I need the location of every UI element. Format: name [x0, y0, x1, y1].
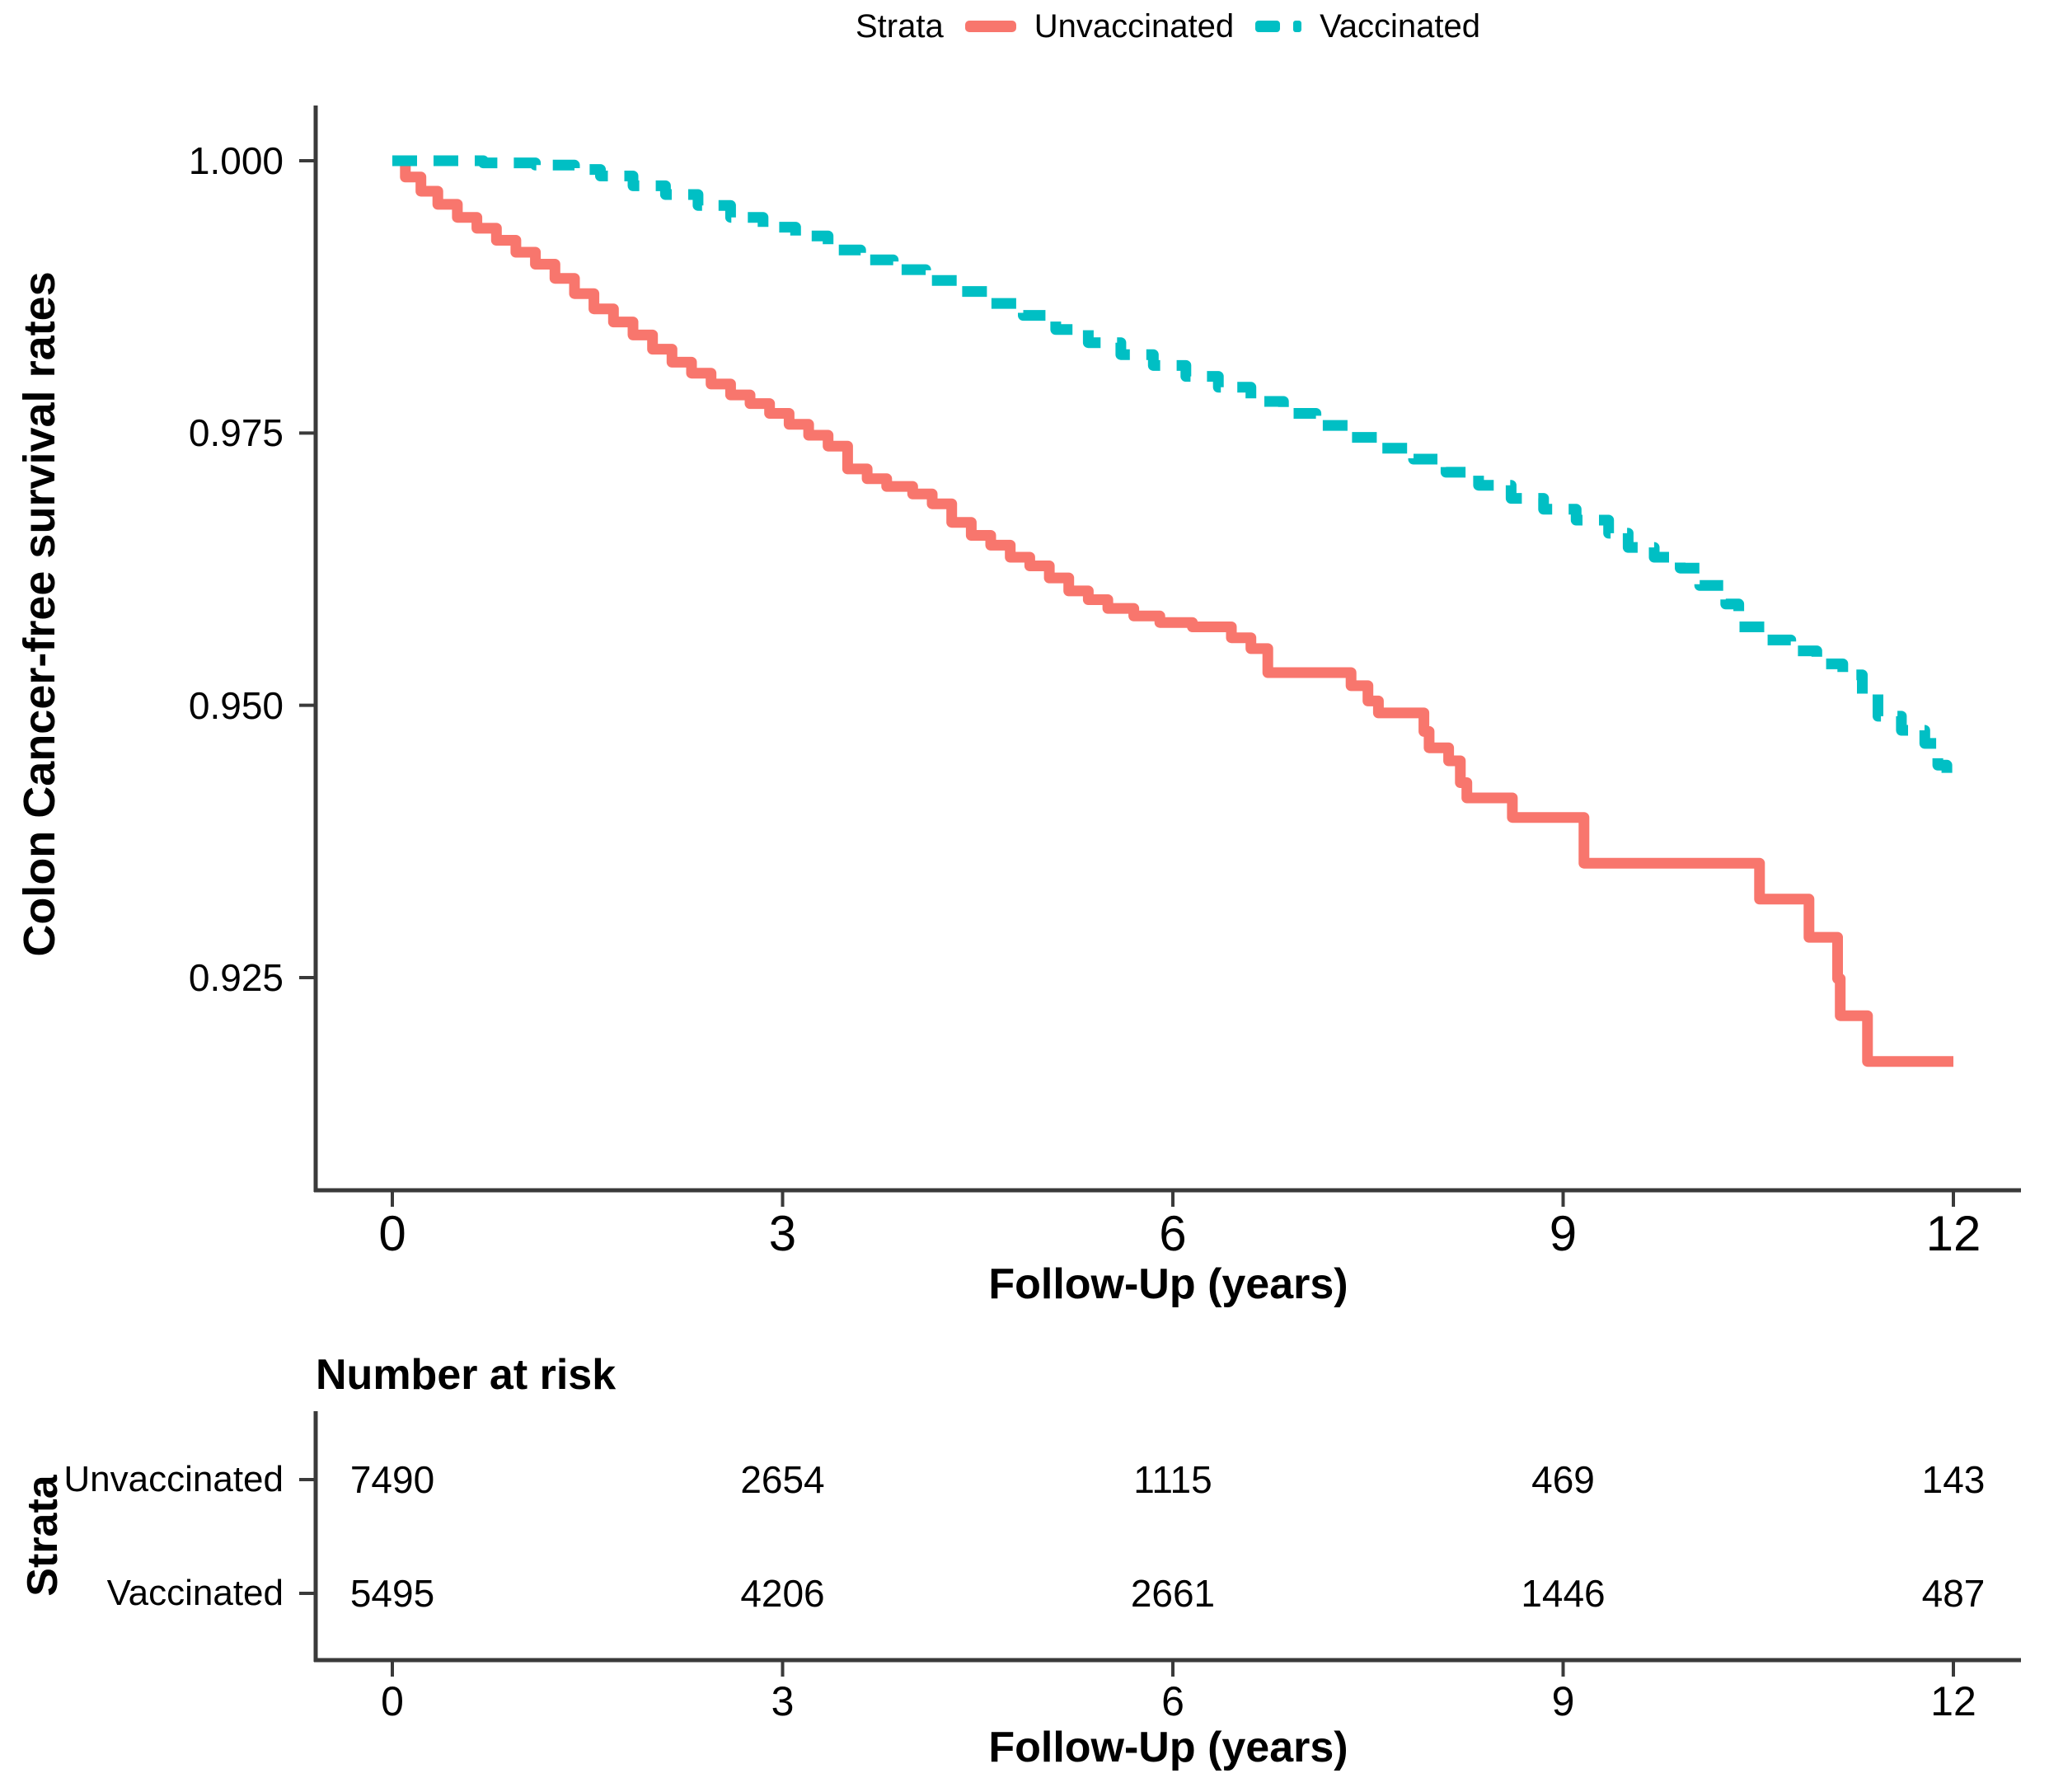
y-axis-title: Colon Cancer-free survival rates	[15, 271, 64, 957]
risk-count: 487	[1921, 1572, 1986, 1615]
risk-x-axis-title: Follow-Up (years)	[988, 1724, 1348, 1771]
legend-label-unvaccinated: Unvaccinated	[1034, 8, 1235, 45]
vaccinated-survival-curve	[392, 155, 1953, 773]
risk-x-tick-label: 0	[381, 1678, 404, 1724]
legend-label-vaccinated: Vaccinated	[1320, 8, 1481, 45]
legend-entry-vaccinated: Vaccinated	[1255, 7, 1480, 46]
x-tick-label: 6	[1159, 1206, 1187, 1261]
risk-count: 5495	[349, 1572, 435, 1615]
risk-count: 143	[1921, 1458, 1986, 1501]
y-tick-label: 0.950	[188, 683, 284, 727]
y-tick-label: 1.000	[188, 139, 284, 182]
risk-count: 4206	[740, 1572, 825, 1615]
x-tick-label: 3	[768, 1206, 797, 1261]
risk-count: 1115	[1133, 1458, 1212, 1501]
vaccinated-line-key-icon	[1255, 21, 1302, 32]
risk-count: 2661	[1130, 1572, 1216, 1615]
legend-title: Strata	[855, 8, 944, 45]
risk-x-tick-label: 12	[1930, 1678, 1976, 1724]
legend-entry-unvaccinated: Unvaccinated	[964, 7, 1235, 46]
y-tick-label: 0.975	[188, 411, 284, 455]
x-tick-label: 12	[1925, 1206, 1981, 1261]
risk-count: 469	[1531, 1458, 1595, 1501]
risk-x-tick-label: 6	[1161, 1678, 1184, 1724]
unvaccinated-survival-curve	[392, 155, 1953, 1067]
risk-x-tick-label: 9	[1551, 1678, 1575, 1724]
unvaccinated-line-key-icon	[964, 21, 1016, 32]
y-tick-label: 0.925	[188, 955, 284, 999]
risk-count: 7490	[349, 1458, 435, 1501]
risk-row-label: Vaccinated	[106, 1573, 284, 1613]
x-axis-title: Follow-Up (years)	[988, 1260, 1348, 1308]
risk-count: 1446	[1521, 1572, 1606, 1615]
legend: Strata Unvaccinated Vaccinated	[856, 7, 1480, 46]
risk-row-label: Unvaccinated	[63, 1459, 284, 1499]
risk-x-tick-label: 3	[771, 1678, 795, 1724]
risk-table-title: Number at risk	[316, 1351, 617, 1399]
risk-count: 2654	[740, 1458, 825, 1501]
x-tick-label: 0	[378, 1206, 406, 1261]
x-tick-label: 9	[1549, 1206, 1578, 1261]
